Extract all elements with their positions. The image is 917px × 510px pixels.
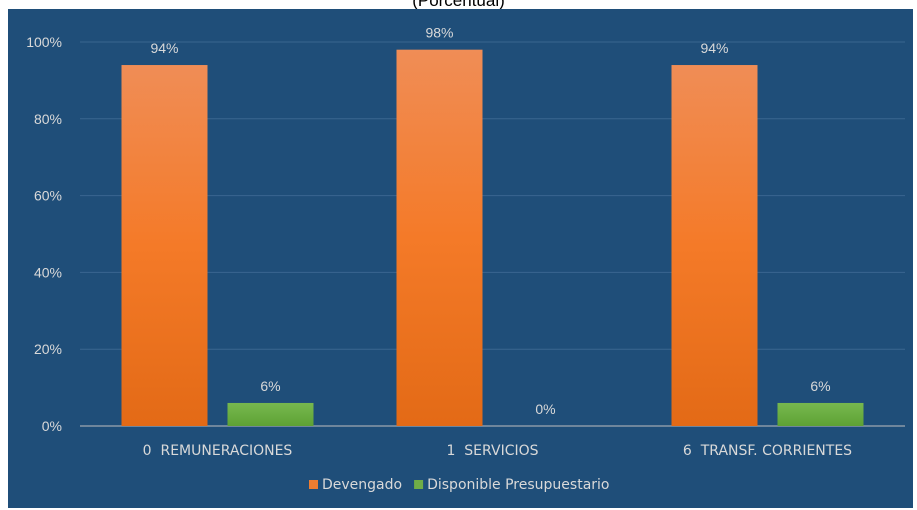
y-tick-label-5: 100% xyxy=(26,34,62,50)
y-tick-label-1: 20% xyxy=(34,341,62,357)
data-label-0-0: 94% xyxy=(150,40,178,56)
data-label-1-2: 6% xyxy=(810,378,830,394)
legend-label-1: Disponible Presupuestario xyxy=(427,477,609,493)
category-label-1: 1 SERVICIOS xyxy=(446,443,538,459)
legend-swatch-1 xyxy=(414,480,424,489)
bar-devengado-1[interactable] xyxy=(396,49,483,427)
bar-devengado-2[interactable] xyxy=(671,65,758,426)
category-label-2: 6 TRANSF. CORRIENTES xyxy=(683,443,852,459)
legend-swatch-0 xyxy=(309,480,318,489)
data-label-1-0: 6% xyxy=(260,378,280,394)
y-tick-label-2: 40% xyxy=(34,264,62,280)
bar-disponible-presupuestario-2[interactable] xyxy=(777,402,864,426)
data-label-0-2: 94% xyxy=(700,40,728,56)
data-label-1-1: 0% xyxy=(535,401,555,417)
bar-disponible-presupuestario-0[interactable] xyxy=(227,402,314,426)
chart-subtitle: (Porcentual) xyxy=(412,0,505,10)
y-tick-label-3: 60% xyxy=(34,188,62,204)
y-tick-label-0: 0% xyxy=(42,418,62,434)
category-label-0: 0 REMUNERACIONES xyxy=(143,443,293,459)
legend-label-0: Devengado xyxy=(322,477,402,493)
data-label-0-1: 98% xyxy=(425,25,453,41)
bar-devengado-0[interactable] xyxy=(121,65,208,426)
y-tick-label-4: 80% xyxy=(34,111,62,127)
